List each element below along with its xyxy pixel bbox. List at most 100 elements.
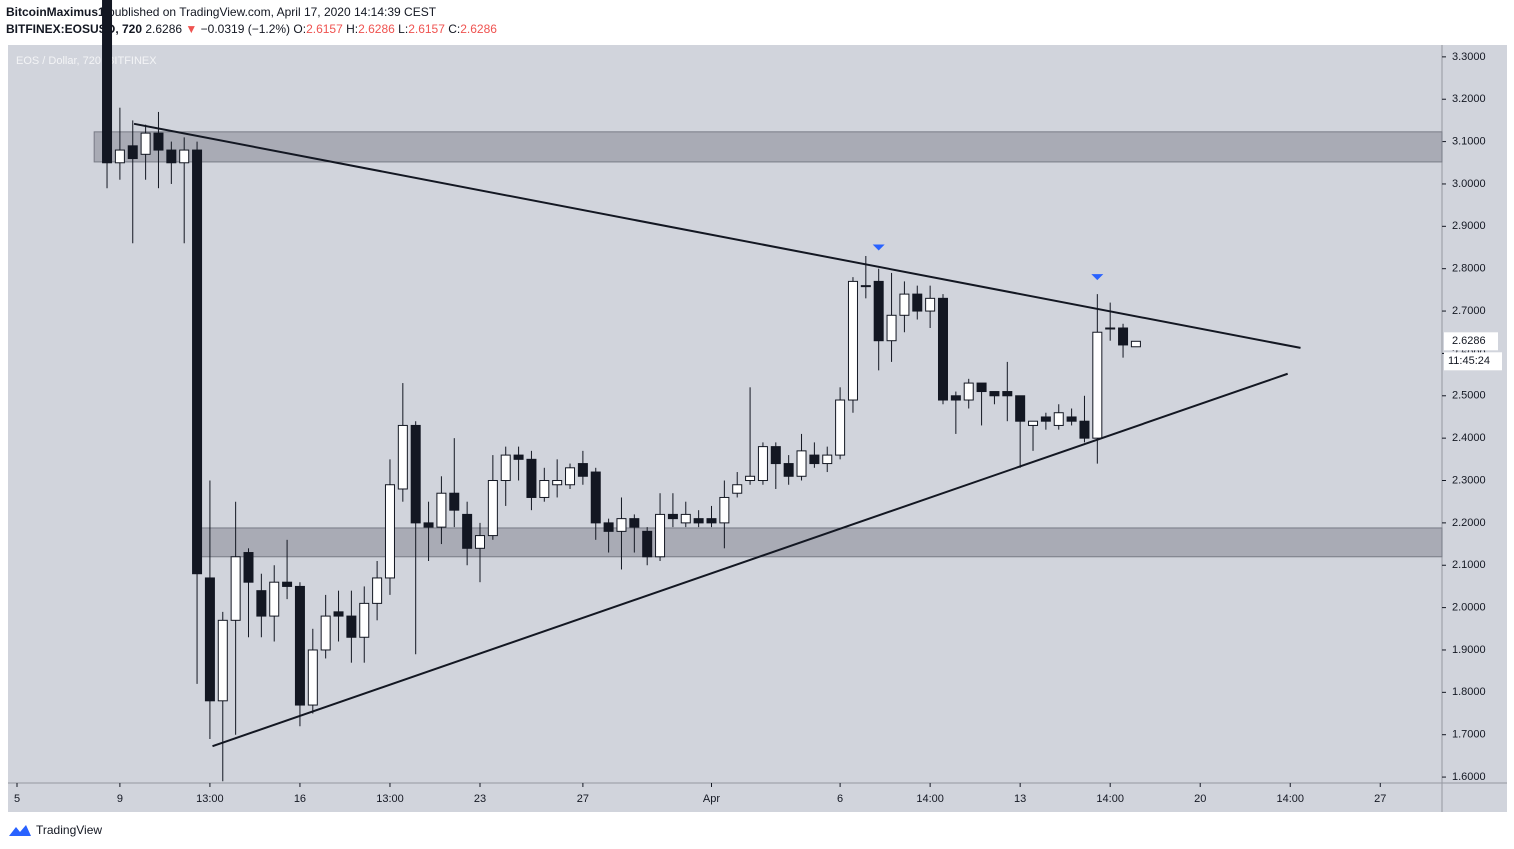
x-tick-label: 5 — [14, 793, 20, 805]
candle-body — [616, 518, 627, 532]
zone — [93, 131, 1443, 163]
candle-body — [384, 484, 395, 579]
x-tick-label: 13 — [1014, 793, 1026, 805]
candle-body — [114, 149, 125, 164]
x-tick-label: Apr — [703, 793, 720, 805]
candle-body — [333, 611, 344, 617]
candle-body — [320, 615, 331, 651]
candle-body — [873, 280, 884, 342]
candle-body — [655, 513, 666, 558]
x-tick-label: 20 — [1194, 793, 1206, 805]
candle-body — [269, 581, 280, 617]
candle-body — [976, 382, 987, 393]
candle-body — [1040, 416, 1051, 422]
publish-line: BitcoinMaximus1 published on TradingView… — [6, 4, 497, 21]
candle-body — [462, 513, 473, 549]
published: published on TradingView.com, April 17, … — [108, 5, 437, 19]
x-tick-label: 16 — [294, 793, 306, 805]
candle-body — [937, 297, 948, 401]
candle-body — [192, 149, 203, 575]
y-tick-label: 1.8000 — [1452, 686, 1486, 698]
marker — [1091, 274, 1104, 281]
candle-body — [153, 132, 164, 151]
candle-body — [963, 382, 974, 401]
candle-body — [256, 590, 267, 617]
trendline — [212, 372, 1288, 748]
candle-body — [809, 454, 820, 465]
candle-body — [127, 145, 138, 160]
change: −0.0319 (−1.2%) — [200, 22, 291, 36]
header: BitcoinMaximus1 published on TradingView… — [6, 4, 497, 38]
candle-body — [847, 280, 858, 401]
candle-body — [166, 149, 177, 164]
candle-body — [526, 458, 537, 498]
l: 2.6157 — [408, 22, 445, 36]
candle-body — [179, 149, 190, 164]
x-tick-label: 6 — [837, 793, 843, 805]
c-label: C: — [448, 22, 461, 36]
countdown-box — [1444, 352, 1502, 371]
candle-body — [667, 513, 678, 520]
y-tick-label: 3.3000 — [1452, 51, 1486, 63]
last: 2.6286 — [145, 22, 183, 36]
candle-body — [1066, 416, 1077, 422]
y-tick-label: 2.1000 — [1452, 559, 1486, 571]
candle-body — [732, 484, 743, 494]
candle-body — [346, 615, 357, 638]
h: 2.6286 — [358, 22, 395, 36]
candle-body — [102, 0, 113, 164]
candle-body — [1130, 340, 1141, 348]
candle-body — [359, 602, 370, 638]
candle-body — [822, 454, 833, 465]
logo — [9, 825, 31, 836]
price-label-box — [1444, 332, 1498, 351]
x-tick-label: 27 — [577, 793, 589, 805]
y-tick-label: 1.7000 — [1452, 729, 1486, 741]
x-tick-label: 13:00 — [196, 793, 224, 805]
y-tick-label: 3.2000 — [1452, 93, 1486, 105]
candle-body — [680, 513, 691, 524]
candle-body — [307, 649, 318, 706]
candle-body — [513, 454, 524, 460]
x-tick-label: 14:00 — [1276, 793, 1304, 805]
candle-body — [1002, 391, 1013, 397]
candle-body — [835, 399, 846, 456]
chart-background — [8, 45, 1507, 812]
candle-body — [140, 132, 151, 155]
candle-body — [565, 467, 576, 486]
x-tick-label: 23 — [474, 793, 486, 805]
candle-body — [1118, 327, 1129, 346]
candle-body — [886, 314, 897, 342]
candle-body — [989, 391, 1000, 397]
y-tick-label: 1.6000 — [1452, 771, 1486, 783]
y-tick-label: 3.1000 — [1452, 135, 1486, 147]
candle-body — [590, 471, 601, 524]
h-label: H: — [346, 22, 359, 36]
candle-body — [217, 619, 228, 702]
arrow: ▼ — [185, 22, 198, 36]
candle-body — [925, 297, 936, 312]
candle-body — [397, 424, 408, 490]
candle-body — [757, 446, 768, 482]
candle-body — [719, 496, 730, 524]
candle-body — [603, 522, 614, 532]
candle-body — [770, 446, 781, 465]
brand: TradingView — [36, 823, 103, 837]
c: 2.6286 — [460, 22, 497, 36]
candle-body — [1105, 327, 1116, 330]
candle-body — [204, 577, 215, 702]
countdown: 11:45:24 — [1448, 355, 1490, 367]
y-tick-label: 2.9000 — [1452, 220, 1486, 232]
candle-body — [706, 518, 717, 524]
x-tick-label: 13:00 — [376, 793, 404, 805]
candle-body — [1053, 412, 1064, 426]
candle-body — [950, 395, 961, 401]
price-label: 2.6286 — [1452, 335, 1486, 347]
candle-body — [642, 530, 653, 558]
candle-body — [436, 492, 447, 528]
candle-body — [294, 585, 305, 706]
candle-body — [243, 552, 254, 583]
candle-body — [474, 535, 485, 549]
x-tick-label: 14:00 — [1096, 793, 1124, 805]
